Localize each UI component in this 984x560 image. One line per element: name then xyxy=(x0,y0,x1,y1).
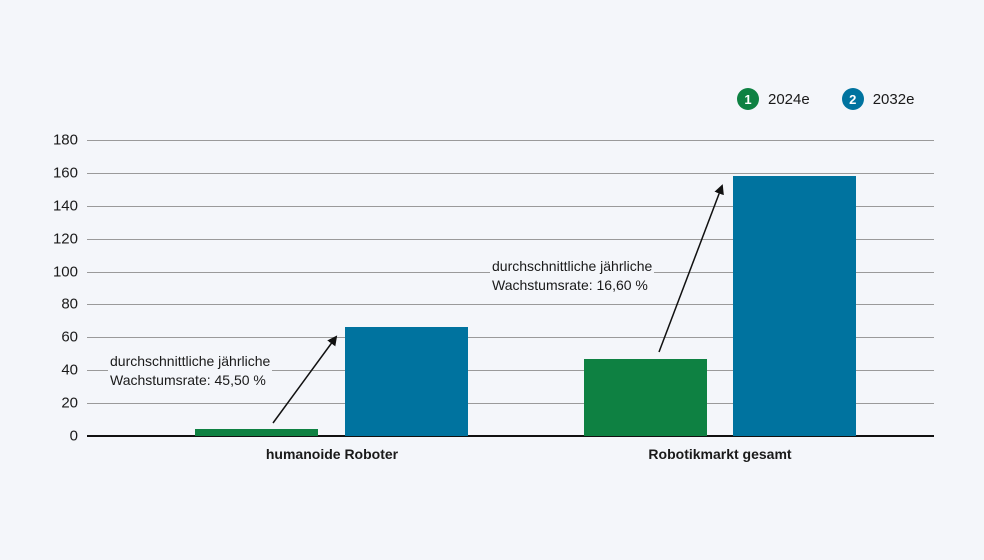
x-axis-line xyxy=(87,435,934,437)
legend-item-2024e: 1 2024e xyxy=(737,88,810,110)
annotation-humanoide: durchschnittliche jährliche Wachstumsrat… xyxy=(108,352,273,390)
arrow-gesamt xyxy=(658,184,724,353)
legend: 1 2024e 2 2032e xyxy=(737,88,946,110)
arrow-humanoide xyxy=(272,335,338,424)
y-tick-label: 60 xyxy=(61,328,78,346)
gridline xyxy=(87,403,934,405)
y-tick-label: 120 xyxy=(52,230,78,248)
annotation-line: Wachstumsrate: 45,50 % xyxy=(110,372,266,388)
annotation-gesamt: durchschnittliche jährliche Wachstumsrat… xyxy=(490,257,655,295)
bar-2024e-0 xyxy=(195,429,318,436)
bar-2032e-0 xyxy=(345,326,468,436)
y-tick-label: 0 xyxy=(69,427,78,445)
bar-2032e-1 xyxy=(733,176,856,436)
y-tick-label: 40 xyxy=(61,361,78,379)
annotation-line: Wachstumsrate: 16,60 % xyxy=(492,277,648,293)
y-tick-label: 140 xyxy=(52,197,78,215)
gridline xyxy=(87,205,934,207)
legend-item-2032e: 2 2032e xyxy=(841,88,915,110)
gridline xyxy=(87,172,934,174)
legend-label: 2024e xyxy=(768,90,810,108)
y-tick-label: 160 xyxy=(52,164,78,182)
legend-badge-2: 2 xyxy=(841,88,864,110)
bar-2024e-1 xyxy=(584,358,707,436)
annotation-line: durchschnittliche jährliche xyxy=(492,258,653,274)
annotation-line: durchschnittliche jährliche xyxy=(110,353,271,369)
x-label-humanoide: humanoide Roboter xyxy=(265,446,399,462)
y-tick-label: 180 xyxy=(52,131,78,149)
gridline xyxy=(87,304,934,306)
gridline xyxy=(87,370,934,372)
gridline xyxy=(87,140,934,141)
y-tick-label: 20 xyxy=(61,394,78,412)
y-tick-label: 80 xyxy=(61,295,78,313)
legend-badge-1: 1 xyxy=(737,88,759,110)
x-label-gesamt: Robotikmarkt gesamt xyxy=(648,446,792,462)
legend-label: 2032e xyxy=(872,90,915,108)
gridline xyxy=(87,337,934,339)
y-tick-label: 100 xyxy=(52,263,78,281)
gridline xyxy=(87,238,934,240)
